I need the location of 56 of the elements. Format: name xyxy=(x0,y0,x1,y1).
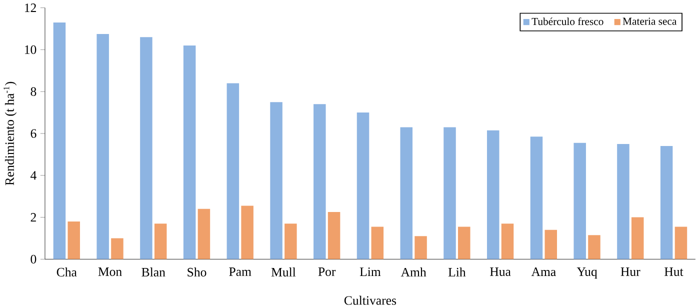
bar xyxy=(544,230,557,260)
bar xyxy=(140,36,152,260)
x-tick-label: Hua xyxy=(490,267,511,276)
bar xyxy=(631,217,644,260)
bar xyxy=(198,208,210,260)
y-tick-label: 8 xyxy=(30,87,36,96)
bar xyxy=(574,142,586,260)
x-tick-label: Cha xyxy=(56,267,77,276)
bar xyxy=(53,22,66,260)
bar xyxy=(226,83,240,260)
legend-label: Materia seca xyxy=(622,18,677,25)
bar xyxy=(68,221,80,260)
bar xyxy=(530,136,543,260)
y-tick-label: 4 xyxy=(30,171,36,180)
x-tick-label: Lim xyxy=(360,267,381,276)
bar xyxy=(588,234,600,260)
bar xyxy=(458,226,470,260)
bar xyxy=(183,45,196,260)
bar xyxy=(501,223,514,260)
x-tick-label: Por xyxy=(318,267,336,276)
bar xyxy=(444,127,456,260)
bar xyxy=(241,206,254,260)
bar xyxy=(270,102,282,260)
y-tick-label: 0 xyxy=(30,254,36,264)
y-tick-label: 12 xyxy=(24,3,36,12)
legend-label: Tubérculo fresco xyxy=(532,17,604,25)
bar xyxy=(96,34,109,260)
x-tick-label: Pam xyxy=(229,267,252,276)
x-axis-title: Cultivares xyxy=(344,296,396,305)
y-tick-label: 10 xyxy=(24,45,36,54)
bar xyxy=(154,223,167,260)
x-tick-label: Hut xyxy=(664,267,684,276)
bar xyxy=(400,127,413,260)
x-tick-label: Amh xyxy=(400,267,426,276)
bar xyxy=(674,226,688,260)
x-tick-label: Mon xyxy=(98,267,122,276)
x-tick-label: Hur xyxy=(620,267,640,276)
bar xyxy=(356,112,370,260)
bar xyxy=(111,238,124,260)
bar xyxy=(486,130,500,260)
bar xyxy=(371,226,384,260)
x-tick-label: Sho xyxy=(188,267,206,276)
x-tick-label: Yuq xyxy=(576,267,598,278)
bar xyxy=(617,144,630,260)
x-tick-label: Ama xyxy=(531,267,556,276)
bar xyxy=(314,104,326,260)
x-tick-label: Lih xyxy=(448,267,466,276)
y-tick-label: 2 xyxy=(30,212,36,222)
x-tick-label: Mull xyxy=(271,267,296,276)
bar xyxy=(328,212,340,260)
bar xyxy=(414,236,427,260)
y-tick-label: 6 xyxy=(30,129,36,138)
bar xyxy=(660,146,673,260)
y-axis-title: Rendimiento (t ha$^{-1}$) xyxy=(4,82,17,186)
bar xyxy=(284,223,297,260)
x-tick-label: Blan xyxy=(142,267,166,276)
